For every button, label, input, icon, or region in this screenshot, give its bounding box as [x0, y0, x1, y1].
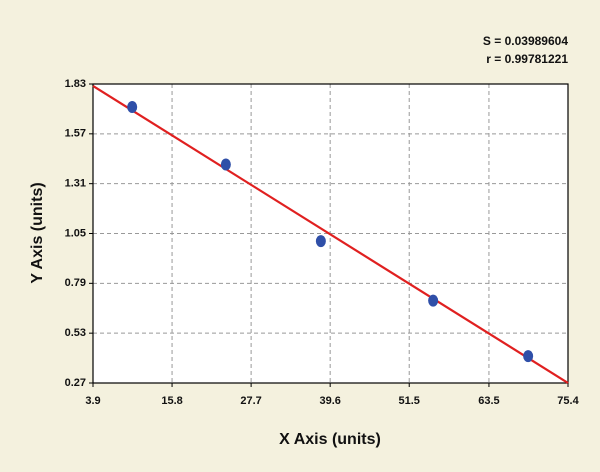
annotation: S = 0.03989604 [483, 34, 568, 48]
data-point [127, 101, 138, 113]
x-tick-label: 51.5 [399, 395, 420, 407]
y-tick-label: 0.27 [65, 377, 86, 389]
data-point [315, 235, 326, 248]
x-tick-label: 15.8 [161, 395, 182, 407]
annotation: r = 0.99781221 [486, 52, 568, 66]
data-point [428, 294, 439, 307]
x-tick-label: 3.9 [85, 395, 100, 407]
x-axis-label: X Axis (units) [279, 431, 381, 448]
fit-line [92, 84, 569, 384]
x-tick-label: 75.4 [557, 395, 579, 407]
data-point [523, 350, 534, 363]
x-tick-label: 39.6 [319, 395, 340, 407]
x-tick-label: 27.7 [240, 395, 261, 407]
y-tick-label: 1.31 [65, 178, 86, 190]
y-tick-label: 1.57 [65, 128, 86, 140]
x-tick-label: 63.5 [478, 395, 499, 407]
y-axis-label: Y Axis (units) [29, 182, 46, 283]
y-tick-label: 0.79 [65, 277, 86, 289]
y-tick-label: 1.83 [65, 78, 86, 90]
plot-border [92, 83, 569, 384]
data-point [220, 158, 231, 171]
y-tick-label: 0.53 [65, 327, 86, 339]
y-tick-label: 1.05 [65, 227, 86, 239]
